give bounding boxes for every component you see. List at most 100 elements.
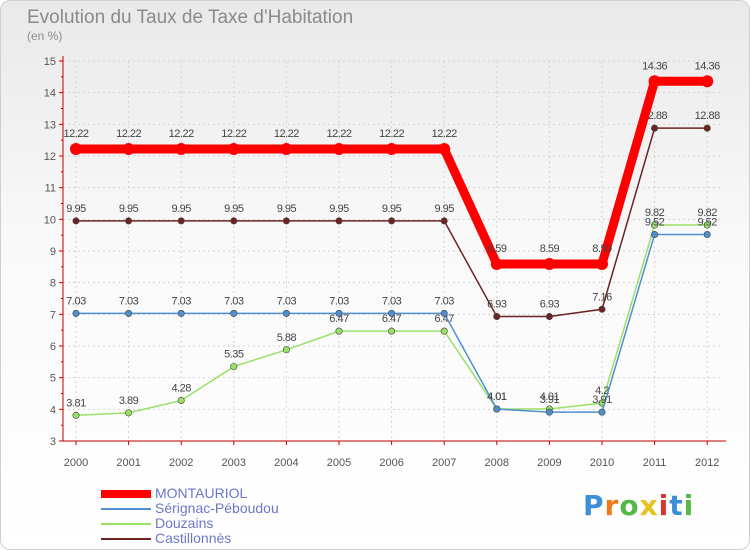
data-label: 14.36 <box>642 60 667 72</box>
data-label: 7.16 <box>592 291 612 303</box>
data-label: 5.88 <box>277 332 297 344</box>
data-label: 12.22 <box>116 128 141 140</box>
data-point <box>230 217 238 225</box>
data-label: 7.03 <box>66 295 86 307</box>
data-label: 4.28 <box>171 382 191 394</box>
logo-letter: i <box>658 489 670 522</box>
data-label: 14.36 <box>695 60 720 72</box>
data-point <box>440 327 448 335</box>
legend-swatch-montauriol <box>101 490 151 498</box>
data-label: 12.22 <box>274 128 299 140</box>
data-label: 9.95 <box>66 203 86 215</box>
data-label: 6.47 <box>329 313 349 325</box>
data-label: 12.22 <box>379 128 404 140</box>
legend-label-montauriol: MONTAURIOL <box>155 485 248 501</box>
data-label: 7.03 <box>434 295 454 307</box>
logo-letter: o <box>619 489 640 522</box>
logo-letter: r <box>604 489 620 522</box>
y-tick-label: 10 <box>44 214 56 226</box>
x-tick-label: 2008 <box>485 457 509 469</box>
x-tick-label: 2006 <box>379 457 403 469</box>
logo-letter: P <box>583 489 605 522</box>
data-point <box>335 327 343 335</box>
data-point <box>440 217 448 225</box>
data-point <box>177 217 185 225</box>
x-tick-label: 2002 <box>169 457 193 469</box>
y-tick-label: 9 <box>50 246 56 258</box>
x-tick-label: 2003 <box>222 457 246 469</box>
data-point <box>648 75 661 88</box>
data-label: 9.95 <box>277 203 297 215</box>
data-label: 7.03 <box>382 295 402 307</box>
data-point <box>335 217 343 225</box>
data-label: 3.81 <box>66 397 86 409</box>
data-point <box>388 309 396 317</box>
data-label: 7.03 <box>329 295 349 307</box>
y-tick-label: 13 <box>44 119 56 131</box>
x-tick-label: 2009 <box>537 457 561 469</box>
logo-letter: t <box>669 489 684 522</box>
data-point <box>385 143 398 156</box>
chart-title: Evolution du Taux de Taxe d'Habitation <box>27 7 354 28</box>
data-point <box>335 309 343 317</box>
data-label: 7.03 <box>171 295 191 307</box>
data-label: 9.95 <box>119 203 139 215</box>
x-tick-label: 2012 <box>695 457 719 469</box>
data-point <box>282 217 290 225</box>
data-point <box>333 143 345 156</box>
data-point <box>280 143 293 156</box>
data-point <box>125 409 133 417</box>
data-point <box>175 143 188 156</box>
data-point <box>72 217 80 225</box>
data-label: 7.03 <box>224 295 244 307</box>
data-point <box>701 75 714 88</box>
data-point <box>122 143 135 156</box>
data-point <box>125 309 133 317</box>
legend-swatch-castillonnes <box>101 538 151 540</box>
data-point <box>651 231 659 239</box>
data-label: 9.95 <box>434 203 454 215</box>
data-label: 8.59 <box>540 243 560 255</box>
y-tick-label: 3 <box>50 436 56 448</box>
y-tick-label: 4 <box>50 404 56 416</box>
data-label: 6.47 <box>382 313 402 325</box>
data-point <box>388 217 396 225</box>
data-point <box>72 309 80 317</box>
data-point <box>438 143 451 156</box>
data-label: 8.59 <box>487 243 507 255</box>
data-point <box>651 221 659 229</box>
y-tick-label: 12 <box>44 151 56 163</box>
data-point <box>596 257 608 270</box>
data-label: 9.52 <box>645 217 665 229</box>
data-label: 8.59 <box>592 243 612 255</box>
data-point <box>651 124 659 132</box>
data-point <box>388 327 396 335</box>
data-label: 7.03 <box>119 295 139 307</box>
data-point <box>177 396 185 404</box>
data-point <box>703 221 711 229</box>
data-label: 12.22 <box>63 128 88 140</box>
data-point <box>493 313 501 321</box>
data-label: 9.82 <box>697 207 717 219</box>
data-point <box>230 363 238 371</box>
y-tick-label: 11 <box>45 183 56 195</box>
y-tick-label: 5 <box>50 373 56 385</box>
legend-label-douzains: Douzains <box>155 515 214 531</box>
logo-letter: x <box>639 489 659 522</box>
data-label: 4.01 <box>540 391 560 403</box>
x-tick-label: 2004 <box>274 457 298 469</box>
data-label: 3.89 <box>119 395 139 407</box>
y-tick-label: 14 <box>44 88 56 100</box>
data-label: 6.93 <box>540 299 560 311</box>
data-point <box>490 257 503 270</box>
x-tick-label: 2007 <box>432 457 456 469</box>
data-label: 9.95 <box>382 203 402 215</box>
data-point <box>493 405 501 413</box>
logo-letter: i <box>683 489 695 522</box>
data-point <box>70 143 82 156</box>
x-tick-label: 2000 <box>64 457 88 469</box>
data-point <box>177 309 185 317</box>
data-point <box>72 411 80 419</box>
data-label: 5.35 <box>224 349 244 361</box>
